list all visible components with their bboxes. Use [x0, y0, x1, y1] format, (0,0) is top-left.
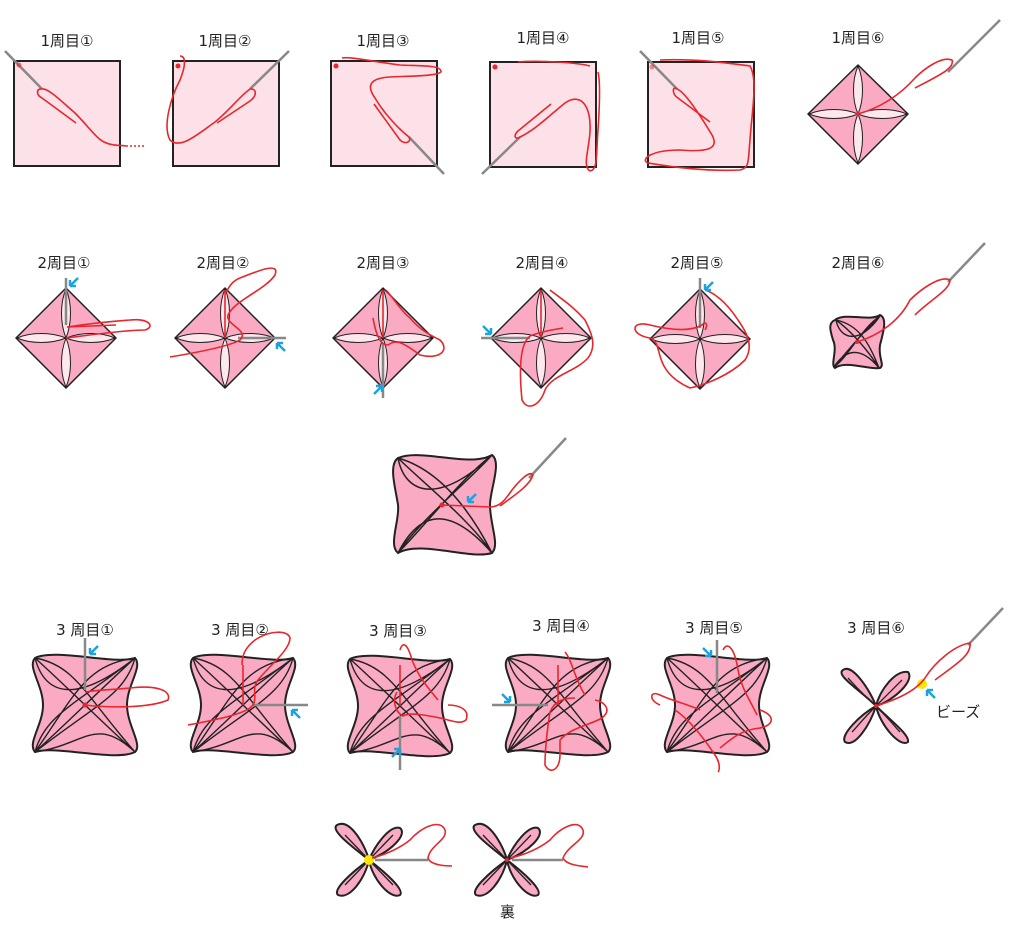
round-2-diagrams: [15, 242, 986, 407]
step-label-1-3: 1周目③: [356, 32, 410, 50]
arrow-icon: [466, 493, 477, 504]
needle-icon: [947, 242, 986, 283]
thread-path: [544, 651, 608, 771]
step-3-1-illustration: [31, 638, 170, 757]
thread-path: [187, 631, 291, 726]
thread-path: [341, 56, 442, 144]
arrow-icon: [925, 688, 936, 699]
needle-icon: [639, 50, 678, 90]
thread-path: [875, 642, 971, 707]
thread-path: [857, 58, 954, 115]
thread-path: [65, 318, 151, 339]
arrow-icon: [391, 747, 402, 758]
step-label-1-1: 1周目①: [40, 32, 94, 50]
step-1-6-illustration: [807, 19, 1001, 165]
step-label-3-2: 3 周目②: [211, 621, 269, 639]
step-2-2-illustration: [169, 267, 286, 389]
step-3-4-illustration: [492, 651, 612, 771]
step-label-3-3: 3 周目③: [369, 622, 427, 640]
thread-path: [514, 60, 601, 172]
step-3-5-illustration: [650, 640, 773, 773]
step-label-2-3: 2周目③: [356, 254, 410, 272]
step-2-3-illustration: [332, 287, 445, 398]
arrow-icon: [373, 384, 384, 395]
step-label-1-5: 1周目⑤: [671, 29, 725, 47]
step-2-1-illustration: [15, 277, 151, 389]
step-label-1-4: 1周目④: [516, 29, 570, 47]
bead-label: ビーズ: [936, 703, 981, 721]
step-1-5-illustration: [639, 50, 755, 172]
needle-icon: [4, 50, 43, 90]
thread-path: [856, 278, 951, 343]
arrow-icon: [703, 281, 714, 292]
thread-path: [650, 645, 773, 773]
arrow-icon: [501, 693, 512, 704]
step-label-3-6: 3 周目⑥: [847, 619, 905, 637]
step-1-3-illustration: [330, 56, 445, 175]
needle-icon: [481, 136, 521, 175]
step-label-2-4: 2周目④: [515, 254, 569, 272]
step-label-2-2: 2周目②: [196, 254, 250, 272]
round-1-diagrams: [4, 19, 1001, 175]
step-label-3-1: 3 周目①: [56, 621, 114, 639]
step-1-2-illustration: [166, 50, 290, 167]
step-3-3-illustration: [346, 644, 468, 770]
thread-path: [372, 289, 445, 358]
step-label-1-2: 1周目②: [198, 32, 252, 50]
step-label-2-6: 2周目⑥: [831, 254, 885, 272]
large-square-illustration: [392, 437, 567, 556]
thread-path: [393, 644, 468, 723]
thread-path: [644, 58, 755, 172]
step-1-1-illustration: [4, 50, 145, 167]
step-1-4-illustration: [481, 60, 601, 175]
round-2-summary-diagram: [392, 437, 567, 556]
thread-path: [519, 289, 594, 407]
needle-icon: [408, 136, 445, 175]
arrow-icon: [482, 325, 493, 336]
needle-icon: [967, 607, 1004, 646]
step-2-6-illustration: [829, 242, 986, 370]
step-label-3-5: 3 周目⑤: [685, 619, 743, 637]
step-3-6-illustration: [840, 607, 1004, 744]
needle-icon: [528, 437, 567, 479]
step-3-2-illustration: [187, 631, 308, 757]
bead-icon: [364, 855, 374, 865]
bead-icon: [917, 679, 927, 689]
step-2-5-illustration: [634, 278, 751, 390]
arrow-icon: [275, 341, 286, 352]
arrow-icon: [290, 708, 301, 719]
step-label-1-6: 1周目⑥: [831, 29, 885, 47]
thread-path: [441, 472, 534, 508]
thread-path: [166, 55, 257, 144]
back-label: 裏: [500, 903, 516, 921]
step-label-3-4: 3 周目④: [532, 617, 590, 635]
final-front-illustration: [334, 822, 453, 897]
final-back-illustration: [472, 822, 589, 897]
thread-path: [84, 686, 170, 708]
thread-path: [634, 289, 750, 389]
needle-icon: [249, 50, 290, 90]
thread-path: [36, 88, 127, 147]
step-2-4-illustration: [481, 287, 594, 407]
thread-path: [509, 823, 589, 868]
thread-path: [371, 823, 453, 867]
thread-path: [169, 267, 277, 358]
needle-icon: [947, 19, 1001, 73]
arrow-icon: [88, 645, 99, 656]
arrow-icon: [702, 647, 713, 658]
arrow-icon: [68, 277, 79, 288]
step-label-2-5: 2周目⑤: [670, 254, 724, 272]
step-label-2-1: 2周目①: [37, 254, 91, 272]
